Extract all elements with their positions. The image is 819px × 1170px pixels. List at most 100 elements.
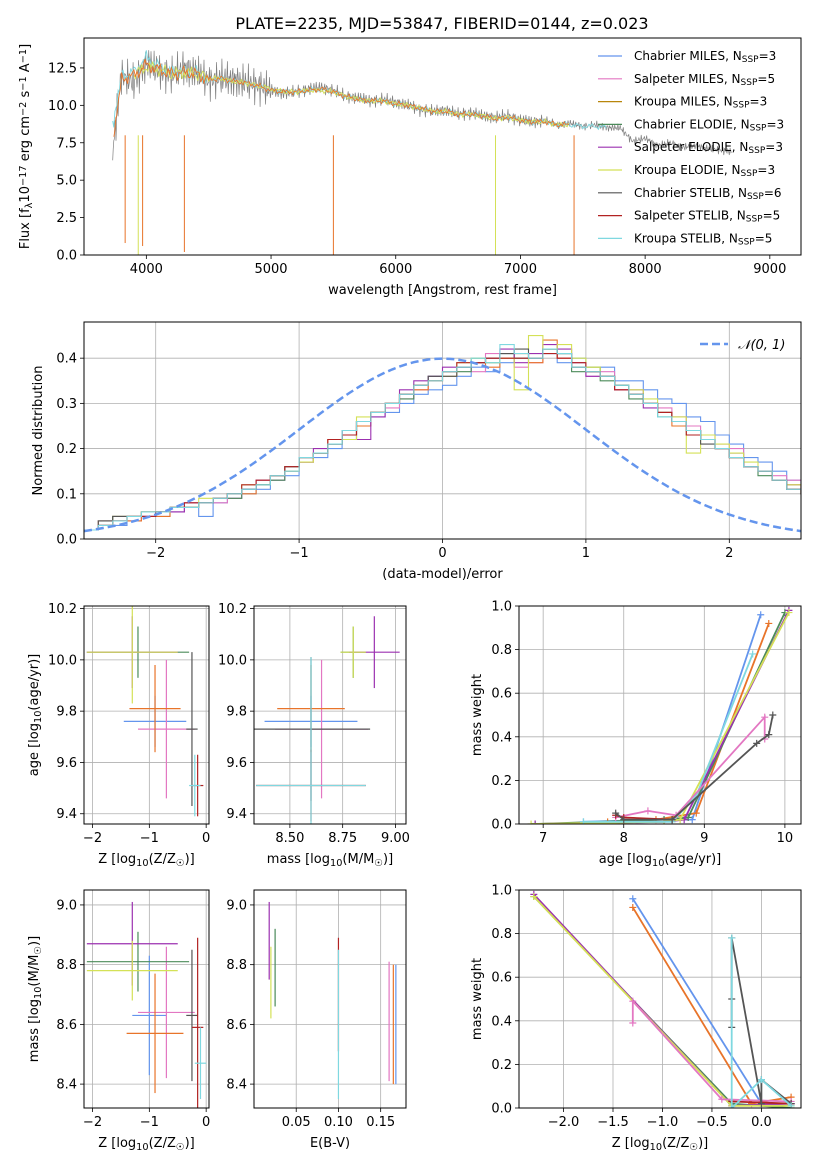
x-tick-label: 8000 [629, 262, 662, 277]
weight-marker [612, 809, 620, 817]
plot-area [86, 901, 207, 1108]
y-tick-label: 8.4 [56, 1078, 77, 1093]
x-tick-label: 9000 [753, 262, 786, 277]
weight-marker [644, 807, 652, 815]
axes-frame [253, 605, 407, 825]
histogram-step [84, 353, 801, 531]
y-tick-label: 9.0 [226, 898, 247, 913]
normal-curve [84, 357, 801, 533]
y-axis-label: mass weight [470, 958, 485, 1040]
weight-line [607, 623, 770, 823]
y-tick-label: 9.4 [56, 807, 77, 822]
panel-residuals: −2 −1 0 1 2 0.0 0.1 0.2 0.3 0.4 (data-model)/error… [31, 321, 802, 582]
x-tick-label: 4000 [130, 262, 163, 277]
legend-label: Kroupa ELODIE, NSSP=3 [634, 163, 775, 179]
y-tick-label: 7.5 [56, 136, 77, 151]
panel-weight_vs_age: 7 8 9 10 0.0 0.2 0.4 0.6 0.8 1.0 age [log10(age/yr… [470, 600, 802, 869]
weight-marker [718, 1095, 726, 1103]
weight-line [631, 998, 792, 1103]
weight-marker [753, 739, 761, 747]
y-tick-label: 0.0 [56, 249, 77, 264]
legend-label: Chabrier ELODIE, NSSP=3 [634, 117, 784, 133]
panel-spectrum: 4000 5000 6000 7000 8000 9000 0.0 2.5 5.0 7.5 10.0… [18, 37, 802, 298]
y-tick-label: 0.4 [491, 1014, 512, 1029]
legend-label: Salpeter MILES, NSSP=5 [634, 72, 775, 88]
legend-label: Chabrier STELIB, NSSP=6 [634, 186, 782, 202]
y-tick-label: 5.0 [56, 174, 77, 189]
y-tick-label: 0.1 [56, 487, 77, 502]
x-tick-label: 8 [620, 831, 628, 846]
y-tick-label: 9.6 [56, 756, 77, 771]
x-axis-label: mass [log10(M/M☉)] [267, 852, 393, 869]
weight-marker [728, 1104, 736, 1108]
weight-line [730, 938, 792, 1108]
y-tick-label: 8.6 [56, 1018, 77, 1033]
y-tick-label: 2.5 [56, 211, 77, 226]
weight-marker [728, 934, 736, 942]
y-tick-label: 8.8 [56, 958, 77, 973]
axes-frame [518, 889, 802, 1109]
x-tick-label: −0.5 [696, 1115, 728, 1130]
weight-marker [668, 816, 676, 824]
y-axis-label: age [log10(age/yr)] [27, 654, 44, 777]
y-tick-label: 0.0 [491, 818, 512, 833]
weight-marker [692, 809, 700, 817]
x-tick-label: −1.0 [647, 1115, 679, 1130]
weight-marker [749, 650, 757, 658]
weight-marker [629, 1019, 637, 1027]
x-tick-label: −2 [83, 1115, 102, 1130]
x-tick-label: 10 [777, 831, 794, 846]
y-tick-label: 0.6 [491, 971, 512, 986]
weight-line [615, 714, 774, 821]
x-tick-label: 7 [539, 831, 547, 846]
weight-marker [629, 895, 637, 903]
y-tick-label: 8.4 [226, 1078, 247, 1093]
legend-label: Chabrier MILES, NSSP=3 [634, 49, 776, 65]
y-tick-label: 0.4 [56, 352, 77, 367]
y-tick-label: 10.2 [48, 602, 77, 617]
x-tick-label: 9.00 [381, 831, 410, 846]
x-tick-label: 0.15 [366, 1115, 395, 1130]
y-tick-label: 0.8 [491, 643, 512, 658]
axes-frame [83, 605, 210, 825]
x-tick-label: 9 [700, 831, 708, 846]
y-tick-label: 12.5 [48, 61, 77, 76]
weight-marker [688, 816, 696, 824]
x-tick-label: 0.0 [751, 1115, 772, 1130]
x-tick-label: 0.10 [324, 1115, 353, 1130]
x-tick-label: −1 [290, 546, 309, 561]
x-tick-label: 0 [438, 546, 446, 561]
y-tick-label: 0.3 [56, 397, 77, 412]
plot-area [254, 616, 400, 824]
x-tick-label: 6000 [379, 262, 412, 277]
y-axis-label: mass weight [470, 674, 485, 756]
figure-title: PLATE=2235, MJD=53847, FIBERID=0144, z=0… [235, 14, 648, 33]
y-tick-label: 0.2 [491, 774, 512, 789]
weight-marker [785, 609, 793, 617]
plot-area [268, 901, 397, 1100]
x-tick-label: 1 [582, 546, 590, 561]
y-axis-label: mass [log10(M/M☉)] [27, 936, 44, 1062]
panel-age_vs_Z: −2 −1 0 9.4 9.6 9.8 10.0 10.2 Z [log10(Z/Z☉)] age… [27, 602, 210, 869]
histogram-step [84, 344, 801, 531]
legend-label: Salpeter STELIB, NSSP=5 [634, 209, 780, 225]
weight-marker [765, 619, 773, 627]
x-axis-label: Z [log10(Z/Z☉)] [98, 1136, 195, 1153]
axes-frame [518, 605, 802, 825]
panel-weight_vs_Z: −2.0 −1.5 −1.0 −0.5 0.0 0.0 0.2 0.4 0.6 0.8 1.0 Z [… [470, 884, 802, 1153]
weight-marker [629, 903, 637, 911]
x-tick-label: −1 [140, 831, 159, 846]
x-tick-label: 8.75 [328, 831, 357, 846]
histogram-step [84, 335, 801, 531]
y-tick-label: 8.8 [226, 958, 247, 973]
y-tick-label: 10.0 [218, 653, 247, 668]
weight-marker [579, 818, 587, 824]
y-tick-label: 0.2 [491, 1058, 512, 1073]
panel-age_vs_mass: 8.50 8.75 9.00 9.4 9.6 9.8 10.0 10.2 mass [log10… [218, 602, 410, 869]
spectrum-line [113, 58, 569, 137]
axes-frame [83, 37, 802, 256]
weight-marker [757, 611, 765, 619]
x-axis-label: Z [log10(Z/Z☉)] [612, 1136, 709, 1153]
x-axis-label: Z [log10(Z/Z☉)] [98, 852, 195, 869]
